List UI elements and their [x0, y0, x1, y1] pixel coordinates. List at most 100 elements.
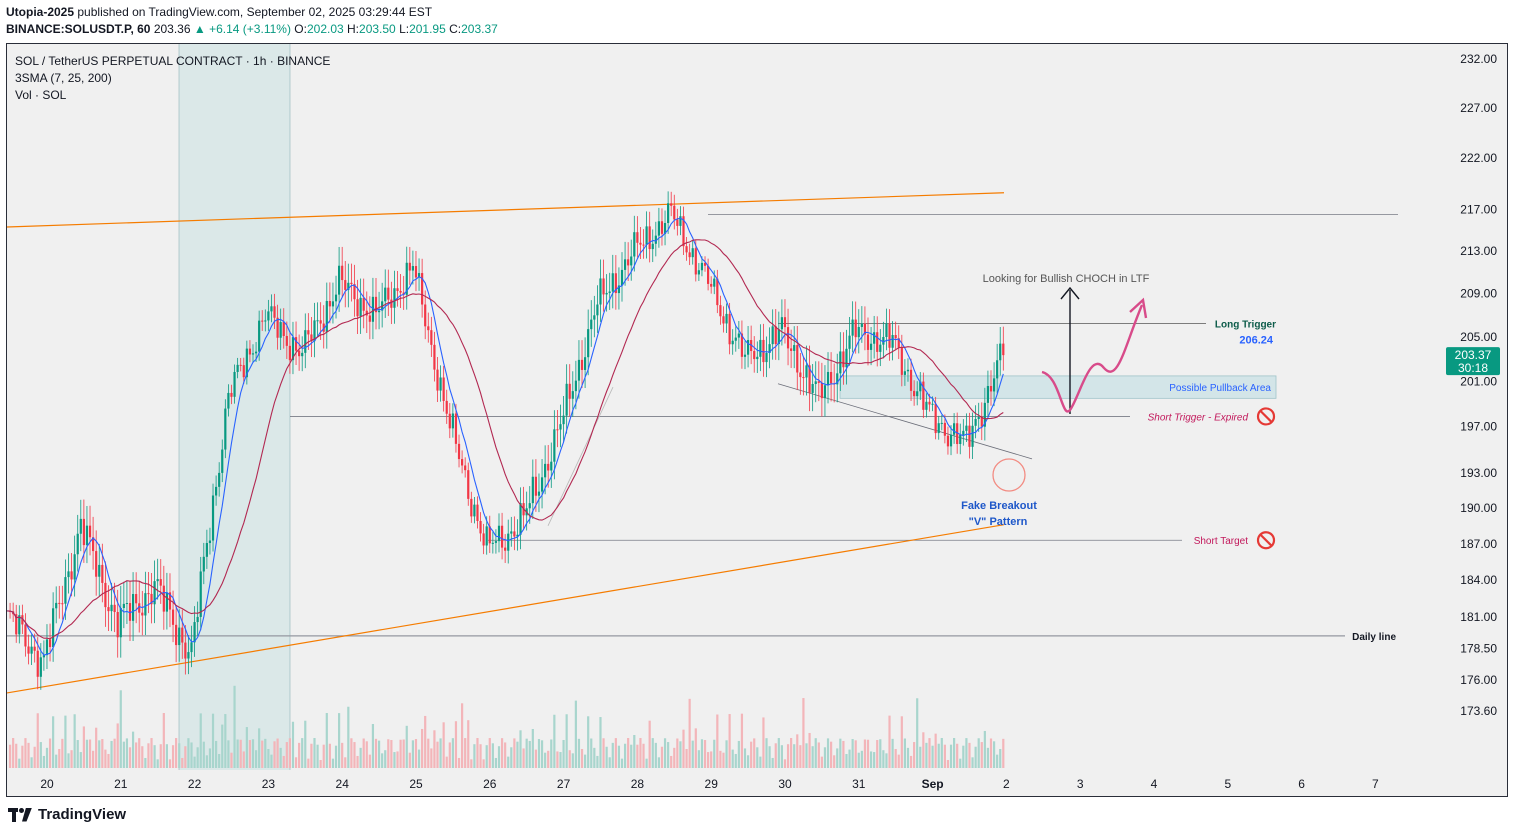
volume-bar: [304, 720, 307, 768]
volume-bar: [590, 738, 593, 768]
candle-body: [916, 391, 919, 397]
low-label: L:: [399, 22, 410, 36]
candle-body: [165, 592, 168, 612]
volume-bar: [830, 741, 833, 768]
candle-body: [830, 371, 833, 384]
volume-bar: [500, 738, 504, 768]
candle-body: [596, 304, 599, 316]
y-tick-label: 190.00: [1460, 501, 1497, 515]
volume-bar: [740, 713, 744, 768]
candle-body: [414, 266, 418, 278]
close-label: C:: [449, 22, 462, 36]
candle-body: [276, 317, 279, 338]
candle-body: [371, 296, 375, 322]
candle-body: [131, 594, 135, 621]
candle-body: [737, 333, 740, 338]
candle-body: [390, 299, 393, 308]
candle-body: [756, 356, 759, 360]
volume-bar: [267, 749, 270, 768]
candle-body: [654, 235, 657, 244]
candle-body: [799, 372, 802, 378]
candle-body: [427, 326, 430, 331]
candle-body: [15, 614, 18, 635]
volume-bar: [842, 740, 845, 768]
candle-body: [424, 304, 427, 327]
volume-bar: [906, 747, 910, 768]
volume-bar: [190, 742, 193, 768]
volume-bar: [294, 757, 298, 768]
volume-bar: [765, 738, 768, 768]
volume-bar: [424, 715, 427, 768]
candle-body: [310, 334, 313, 342]
volume-bar: [986, 747, 990, 768]
volume-bar: [873, 752, 876, 768]
volume-bar: [88, 739, 92, 768]
volume-bar: [374, 738, 378, 768]
projected-path: [1041, 304, 1144, 413]
candle-body: [731, 340, 734, 345]
candle-body: [854, 319, 857, 338]
volume-bar: [202, 741, 205, 768]
volume-bar: [522, 748, 525, 768]
volume-bar: [584, 754, 587, 768]
volume-bar: [48, 738, 52, 768]
candle-body: [790, 348, 793, 351]
candle-body: [642, 244, 645, 246]
candle-body: [811, 384, 814, 393]
candle-body: [989, 386, 993, 392]
volume-bar: [347, 706, 350, 768]
candle-body: [826, 371, 830, 386]
volume-bar: [725, 740, 728, 768]
volume-bar: [168, 759, 172, 768]
volume-bar: [885, 753, 888, 768]
candle-body: [667, 203, 670, 224]
volume-bar: [341, 742, 344, 768]
candle-body: [319, 320, 322, 324]
volume-bar: [519, 730, 522, 768]
volume-bar: [313, 738, 316, 768]
projected-arrow-icon: [1129, 297, 1148, 319]
volume-bar: [171, 745, 175, 768]
volume-bar: [236, 739, 239, 768]
candle-body: [786, 327, 790, 349]
candle-body: [39, 657, 42, 677]
volume-bar: [491, 743, 494, 768]
candle-body: [187, 652, 190, 659]
candle-body: [497, 525, 501, 542]
volume-bar: [710, 751, 713, 768]
candle-body: [953, 423, 956, 435]
volume-bar: [891, 738, 894, 768]
volume-bar: [651, 738, 654, 768]
volume-bar: [193, 756, 196, 768]
price-tag-countdown: 30:18: [1458, 361, 1488, 375]
volume-bar: [660, 746, 664, 768]
volume-bar: [39, 742, 42, 768]
candle-body: [73, 554, 76, 580]
candle-body: [258, 320, 261, 352]
volume-bar: [808, 732, 811, 768]
x-tick-label: 7: [1372, 777, 1379, 791]
volume-bar: [175, 738, 178, 768]
volume-bar: [245, 727, 248, 768]
candle-body: [1002, 343, 1005, 356]
candle-body: [298, 350, 301, 357]
candle-body: [774, 326, 777, 345]
x-tick-label: 5: [1224, 777, 1231, 791]
volume-bar: [135, 742, 138, 768]
candle-body: [393, 288, 396, 308]
volume-bar: [762, 717, 765, 768]
volume-bar: [110, 740, 113, 768]
candle-body: [888, 323, 891, 348]
volume-bar: [258, 728, 261, 768]
x-tick-label: 25: [409, 777, 423, 791]
volume-bar: [707, 752, 710, 768]
volume-bar: [1002, 738, 1005, 768]
y-tick-label: 184.00: [1460, 573, 1497, 587]
candle-body: [368, 315, 371, 322]
candle-body: [873, 332, 876, 344]
volume-bar: [645, 758, 648, 768]
volume-bar: [676, 738, 679, 768]
volume-bar: [943, 744, 946, 768]
candle-body: [657, 221, 660, 236]
